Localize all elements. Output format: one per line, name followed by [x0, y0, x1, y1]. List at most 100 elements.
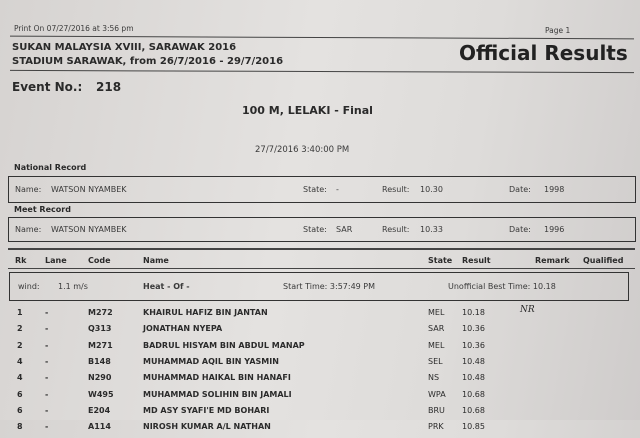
- print-date: Print On 07/27/2016 at 3:56 pm: [14, 24, 134, 33]
- record-date: 1998: [544, 185, 565, 194]
- record-date: 1996: [544, 225, 565, 234]
- record-date-label: Date:: [509, 185, 531, 194]
- result-row: 1 - M272 KHAIRUL HAFIZ BIN JANTAN MEL 10.18 NR: [0, 305, 640, 324]
- meet-record-heading: Meet Record: [14, 205, 71, 214]
- record-name-label: Name:: [15, 185, 42, 194]
- athlete-name: MD ASY SYAFI'E MD BOHARI: [143, 405, 270, 415]
- athlete-name: BADRUL HISYAM BIN ABDUL MANAP: [143, 340, 305, 350]
- doc-title: Official Results: [459, 41, 628, 65]
- rank: 6: [17, 389, 23, 399]
- page-number: Page 1: [545, 26, 571, 35]
- event-title: 100 M, LELAKI - Final: [242, 104, 373, 117]
- rank: 4: [17, 356, 23, 366]
- event-number: 218: [96, 80, 122, 94]
- rank: 4: [17, 373, 23, 383]
- athlete-name: MUHAMMAD SOLIHIN BIN JAMALI: [143, 389, 292, 399]
- col-qualified: Qualified: [583, 256, 624, 265]
- result: 10.18: [462, 308, 485, 317]
- result: 10.48: [462, 373, 485, 383]
- athlete-name: JONATHAN NYEPA: [143, 324, 223, 334]
- code: A114: [88, 422, 111, 432]
- heat-number: Heat - Of -: [143, 282, 190, 291]
- result-row: 2 - Q313 JONATHAN NYEPA SAR 10.36: [0, 324, 640, 340]
- athlete-name: KHAIRUL HAFIZ BIN JANTAN: [143, 308, 268, 317]
- lane: -: [45, 356, 49, 366]
- wind-value: 1.1 m/s: [58, 282, 88, 291]
- state: WPA: [428, 389, 446, 399]
- result-row: 4 - N290 MUHAMMAD HAIKAL BIN HANAFI NS 10.48: [0, 373, 640, 389]
- lane: -: [45, 340, 49, 350]
- record-state-label: State:: [303, 225, 327, 234]
- lane: -: [45, 422, 49, 432]
- result-row: 2 - M271 BADRUL HISYAM BIN ABDUL MANAP MEL 10…: [0, 341, 640, 357]
- record-state-label: State:: [303, 185, 327, 194]
- state: MEL: [428, 308, 445, 317]
- result-row: 6 - W495 MUHAMMAD SOLIHIN BIN JAMALI WPA 10.6…: [0, 390, 640, 406]
- divider: [8, 248, 635, 250]
- col-state: State: [428, 256, 453, 265]
- result: 10.36: [462, 324, 485, 334]
- record-name-label: Name:: [15, 225, 42, 234]
- divider: [8, 268, 635, 269]
- record-state: SAR: [336, 225, 353, 234]
- record-name: WATSON NYAMBEK: [51, 185, 127, 194]
- state: SAR: [428, 324, 445, 334]
- rank: 6: [17, 405, 23, 415]
- rank: 2: [17, 324, 23, 334]
- rank: 8: [17, 422, 23, 432]
- divider: [10, 69, 634, 74]
- code: Q313: [88, 324, 112, 334]
- result-row: 4 - B148 MUHAMMAD AQIL BIN YASMIN SEL 10.48: [0, 357, 640, 373]
- athlete-name: NIROSH KUMAR A/L NATHAN: [143, 422, 271, 432]
- record-result: 10.30: [420, 185, 443, 194]
- lane: -: [45, 389, 49, 399]
- code: M272: [88, 308, 113, 317]
- record-date-label: Date:: [509, 225, 531, 234]
- meet-name: SUKAN MALAYSIA XVIII, SARAWAK 2016: [12, 42, 237, 53]
- state: PRK: [428, 422, 444, 432]
- record-result: 10.33: [420, 225, 443, 234]
- result: 10.85: [462, 422, 485, 432]
- wind-label: wind:: [18, 282, 40, 291]
- record-state: -: [336, 185, 339, 194]
- heat-info-box: wind: 1.1 m/s Heat - Of - Start Time: 3:…: [9, 272, 629, 301]
- athlete-name: MUHAMMAD AQIL BIN YASMIN: [143, 356, 279, 366]
- lane: -: [45, 373, 49, 383]
- code: E204: [88, 405, 111, 415]
- result: 10.48: [462, 356, 485, 366]
- lane: -: [45, 308, 49, 317]
- code: N290: [88, 373, 112, 383]
- lane: -: [45, 405, 49, 415]
- remark: NR: [520, 305, 535, 315]
- meet-record-box: Name: WATSON NYAMBEK State: SAR Result: …: [8, 217, 636, 242]
- state: SEL: [428, 356, 443, 366]
- record-result-label: Result:: [382, 185, 410, 194]
- result: 10.68: [462, 389, 485, 399]
- result: 10.68: [462, 405, 485, 415]
- national-record-box: Name: WATSON NYAMBEK State: - Result: 10…: [8, 176, 636, 203]
- unofficial-best-time: Unofficial Best Time: 10.18: [448, 282, 556, 291]
- state: BRU: [428, 405, 445, 415]
- result-row: 6 - E204 MD ASY SYAFI'E MD BOHARI BRU 10.68: [0, 406, 640, 422]
- venue: STADIUM SARAWAK, from 26/7/2016 - 29/7/2…: [12, 56, 284, 67]
- event-datetime: 27/7/2016 3:40:00 PM: [255, 145, 350, 155]
- record-result-label: Result:: [382, 225, 410, 234]
- col-result: Result: [462, 256, 491, 265]
- record-name: WATSON NYAMBEK: [51, 225, 127, 234]
- state: NS: [428, 373, 440, 383]
- col-rk: Rk: [15, 256, 27, 265]
- rank: 1: [17, 308, 23, 317]
- col-lane: Lane: [45, 256, 67, 265]
- col-code: Code: [88, 256, 111, 265]
- event-label: Event No.:: [12, 80, 83, 94]
- start-time: Start Time: 3:57:49 PM: [283, 282, 376, 291]
- state: MEL: [428, 340, 445, 350]
- lane: -: [45, 324, 49, 334]
- athlete-name: MUHAMMAD HAIKAL BIN HANAFI: [143, 373, 291, 383]
- rank: 2: [17, 340, 23, 350]
- col-remark: Remark: [535, 256, 570, 265]
- code: B148: [88, 356, 111, 366]
- result-row: 8 - A114 NIROSH KUMAR A/L NATHAN PRK 10.85: [0, 422, 640, 438]
- code: W495: [88, 389, 114, 399]
- divider: [10, 35, 634, 40]
